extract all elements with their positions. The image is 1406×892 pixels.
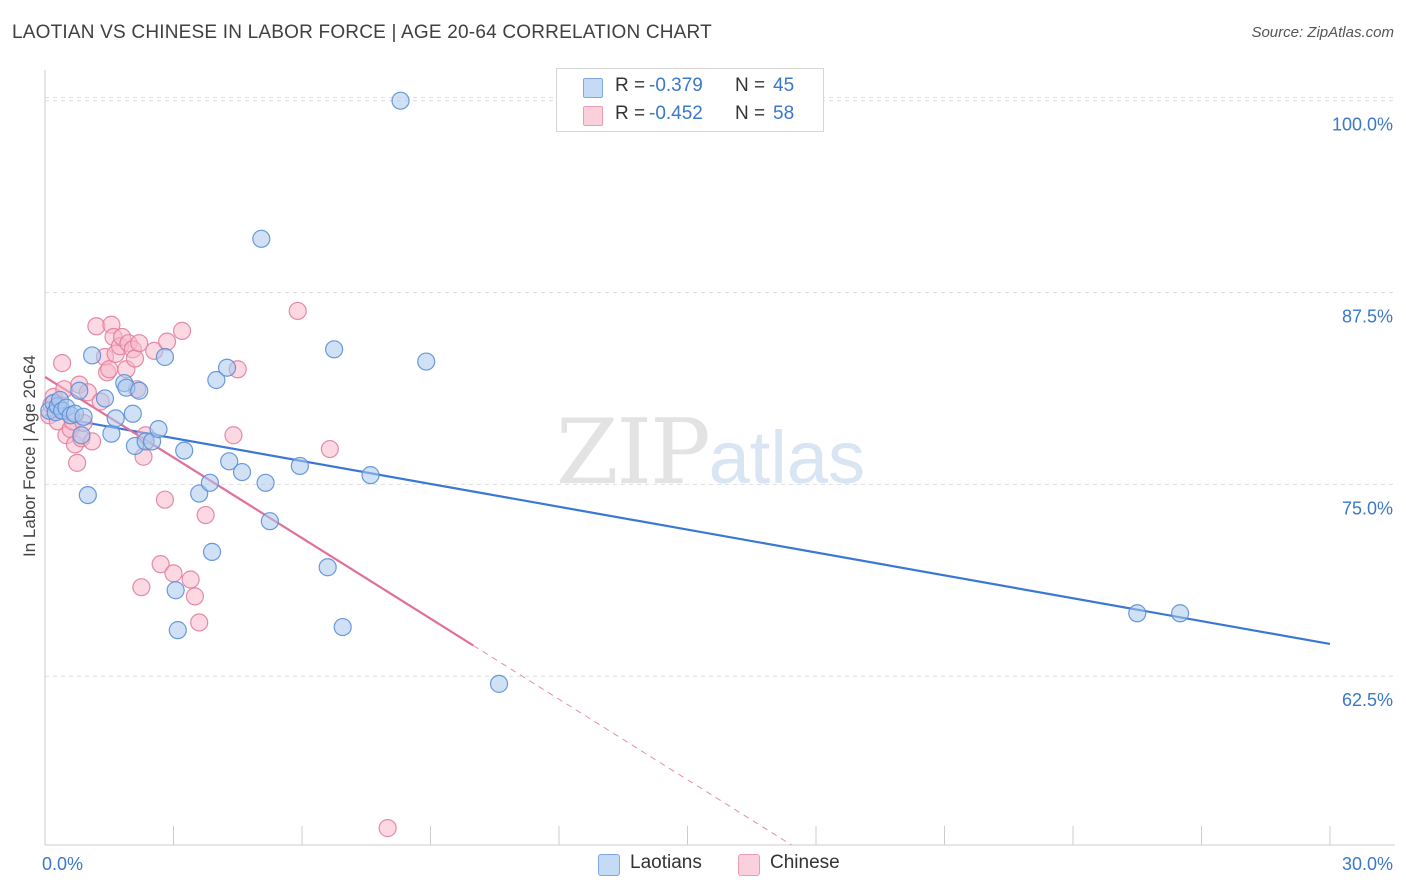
chinese-point: [196, 505, 215, 525]
laotian-point: [72, 426, 91, 445]
laotian-point: [1170, 604, 1190, 623]
chinese-point: [151, 555, 170, 574]
chinese-point: [125, 349, 145, 368]
laotian-point: [333, 617, 352, 637]
zipatlas-watermark: ZIPatlas: [556, 400, 865, 505]
laotian-point: [123, 404, 142, 423]
laotians-swatch: [583, 78, 603, 98]
laotian-point: [290, 456, 309, 476]
chinese-point: [185, 587, 205, 606]
laotian-point: [391, 91, 410, 110]
laotian-point: [361, 466, 380, 485]
chinese-trend-extension: [473, 645, 792, 846]
laotian-points: [40, 91, 1190, 693]
laotian-point: [95, 389, 115, 408]
laotian-point: [417, 352, 436, 371]
watermark-zip: ZIP: [556, 400, 711, 505]
chinese-swatch: [583, 106, 603, 126]
laotian-point: [70, 381, 89, 400]
laotian-point: [78, 485, 97, 505]
chinese-point: [224, 426, 243, 445]
laotian-point: [175, 441, 194, 460]
laotian-point: [325, 340, 344, 359]
source-credit: Source: ZipAtlas.com: [1251, 24, 1394, 41]
laotian-point: [166, 581, 185, 600]
laotian-point: [207, 370, 226, 390]
chinese-r-label: R =: [615, 103, 646, 124]
watermark-atlas: atlas: [708, 416, 865, 499]
bottom-laotians-swatch: [598, 854, 620, 876]
laotian-point: [130, 381, 149, 400]
chinese-point: [320, 439, 339, 459]
bottom-chinese-label: Chinese: [770, 852, 840, 873]
laotian-point: [217, 358, 237, 377]
laotian-point: [102, 424, 121, 443]
chinese-point: [132, 578, 151, 597]
laotian-point: [168, 621, 187, 640]
chinese-point: [164, 564, 183, 583]
y-tick-label: 87.5%: [1342, 307, 1393, 327]
bottom-legend-chinese: Chinese: [738, 852, 858, 876]
laotian-point: [202, 542, 222, 561]
laotian-point: [106, 409, 125, 428]
chinese-point: [172, 321, 192, 340]
gridlines: [45, 97, 1395, 677]
laotian-point: [1128, 604, 1147, 623]
axes: [44, 70, 1395, 846]
bottom-laotians-label: Laotians: [630, 852, 702, 873]
chart-title: LAOTIAN VS CHINESE IN LABOR FORCE | AGE …: [12, 22, 712, 43]
x-tick-label: 0.0%: [42, 854, 83, 874]
laotian-point: [220, 452, 239, 471]
y-tick-label: 100.0%: [1332, 115, 1393, 135]
chinese-point: [130, 334, 149, 353]
laotians-n-label: N =: [735, 75, 766, 96]
chinese-point: [87, 317, 106, 336]
y-tick-label: 62.5%: [1342, 690, 1393, 710]
chinese-point: [157, 332, 177, 351]
laotian-point: [256, 473, 275, 492]
laotians-trend-line: [44, 414, 1331, 646]
laotians-r-value: -0.379: [649, 75, 703, 96]
laotian-point: [318, 558, 337, 577]
bottom-chinese-swatch: [738, 854, 760, 876]
laotian-point: [252, 229, 271, 248]
laotian-point: [74, 407, 93, 426]
laotian-point: [149, 420, 168, 439]
chinese-n-label: N =: [735, 103, 766, 124]
laotian-point: [232, 462, 252, 482]
chinese-point: [181, 570, 200, 589]
y-tick-label: 75.0%: [1342, 498, 1393, 518]
tick-labels: 100.0% 87.5% 75.0% 62.5% 0.0% 30.0%: [42, 115, 1393, 874]
chinese-r-value: -0.452: [649, 103, 703, 124]
laotian-point: [83, 346, 102, 365]
laotian-point: [489, 674, 509, 693]
x-tick-label: 30.0%: [1342, 854, 1393, 874]
laotians-r-label: R =: [615, 75, 646, 96]
chinese-point: [190, 613, 209, 632]
legend-row-laotians: R = -0.379 N = 45: [557, 73, 823, 101]
chinese-point: [53, 354, 72, 373]
laotian-point: [200, 473, 220, 492]
chinese-point: [155, 490, 175, 509]
chinese-point: [68, 453, 87, 472]
laotian-point: [155, 347, 175, 367]
laotians-n-value: 45: [773, 75, 795, 96]
laotian-point: [190, 484, 209, 503]
chinese-point: [100, 360, 119, 379]
chinese-point: [288, 301, 307, 321]
bottom-legend-laotians: Laotians: [598, 852, 718, 876]
laotian-point: [260, 512, 279, 531]
chinese-n-value: 58: [773, 103, 795, 124]
legend-row-chinese: R = -0.452 N = 58: [557, 101, 823, 129]
correlation-legend: R = -0.379 N = 45 R = -0.452 N = 58: [556, 68, 824, 132]
chinese-point: [378, 819, 397, 838]
